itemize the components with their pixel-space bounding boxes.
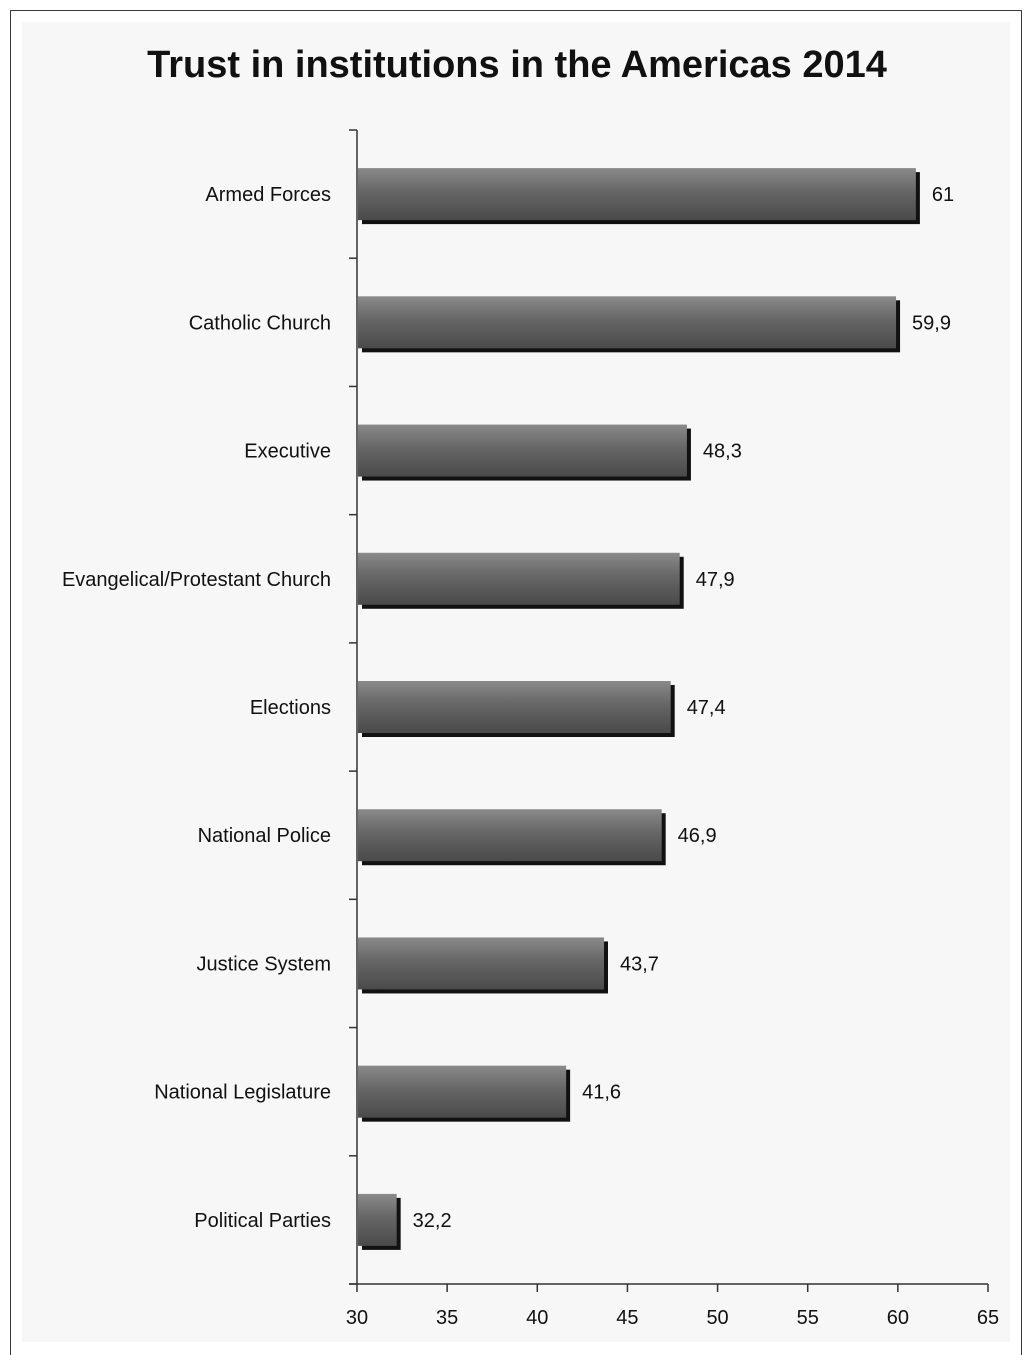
x-tick-label: 35 bbox=[436, 1307, 458, 1329]
x-tick-label: 65 bbox=[977, 1307, 999, 1329]
bar bbox=[358, 937, 604, 990]
chart-title: Trust in institutions in the Americas 20… bbox=[147, 44, 887, 86]
bar bbox=[358, 552, 680, 605]
bar bbox=[358, 168, 916, 221]
bar bbox=[358, 1065, 567, 1118]
x-tick-label: 45 bbox=[616, 1307, 638, 1329]
bar bbox=[358, 1193, 397, 1246]
x-tick-label: 50 bbox=[706, 1307, 728, 1329]
category-label: Justice System bbox=[197, 953, 331, 975]
x-tick-label: 55 bbox=[797, 1307, 819, 1329]
value-label: 32,2 bbox=[413, 1210, 452, 1232]
category-label: Elections bbox=[250, 697, 331, 719]
bar bbox=[358, 424, 687, 477]
x-tick-label: 30 bbox=[346, 1307, 368, 1329]
value-label: 46,9 bbox=[678, 825, 717, 847]
value-label: 43,7 bbox=[620, 953, 659, 975]
x-tick-label: 60 bbox=[887, 1307, 909, 1329]
category-label: National Legislature bbox=[154, 1082, 331, 1104]
category-label: Armed Forces bbox=[205, 184, 331, 206]
bar bbox=[358, 681, 671, 733]
value-label: 47,4 bbox=[687, 697, 726, 719]
bar bbox=[358, 296, 897, 349]
value-label: 59,9 bbox=[912, 312, 951, 334]
bar bbox=[358, 809, 662, 862]
x-tick-label: 40 bbox=[526, 1307, 548, 1329]
value-label: 47,9 bbox=[696, 569, 735, 591]
value-label: 41,6 bbox=[582, 1082, 621, 1104]
value-label: 48,3 bbox=[703, 441, 742, 463]
category-label: Executive bbox=[244, 441, 331, 463]
category-label: Evangelical/Protestant Church bbox=[62, 569, 331, 591]
category-label: National Police bbox=[198, 825, 331, 847]
category-label: Political Parties bbox=[194, 1210, 331, 1232]
value-label: 61 bbox=[932, 184, 954, 206]
category-label: Catholic Church bbox=[189, 312, 331, 334]
